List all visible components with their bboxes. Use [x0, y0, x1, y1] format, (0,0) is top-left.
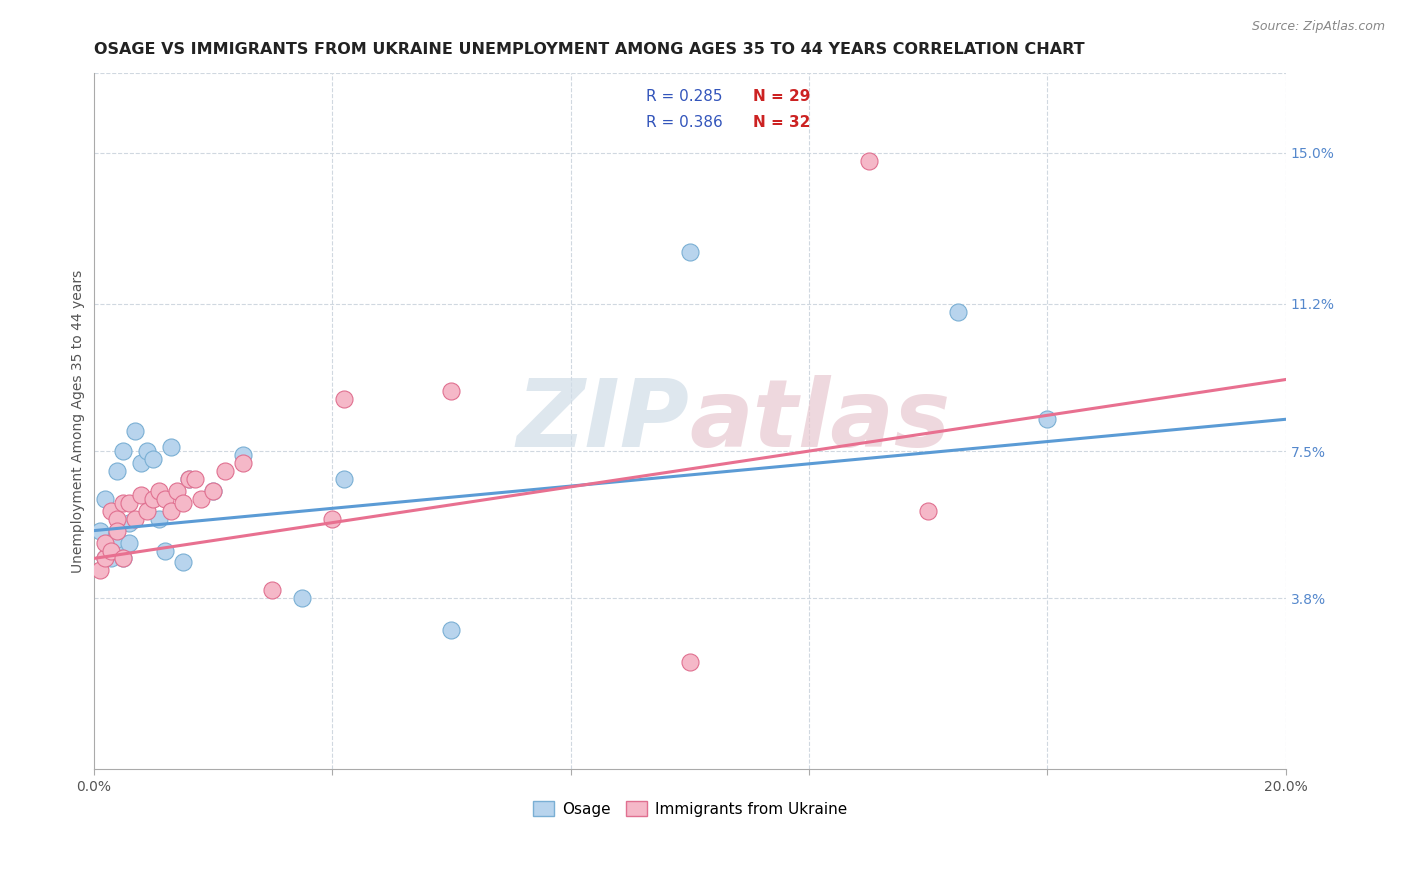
Point: [232, 456, 254, 470]
Point: [107, 532, 129, 546]
Point: [100, 551, 122, 566]
Point: [321, 512, 343, 526]
Point: [129, 488, 152, 502]
Point: [89, 524, 111, 538]
Text: N = 29: N = 29: [754, 89, 811, 104]
Point: [148, 512, 170, 526]
Point: [112, 496, 135, 510]
Legend: Osage, Immigrants from Ukraine: Osage, Immigrants from Ukraine: [524, 793, 855, 824]
Point: [94, 551, 117, 566]
Point: [118, 496, 141, 510]
Text: ZIP: ZIP: [517, 376, 690, 467]
Y-axis label: Unemployment Among Ages 35 to 44 years: Unemployment Among Ages 35 to 44 years: [72, 269, 86, 573]
Point: [232, 448, 254, 462]
Point: [160, 504, 183, 518]
Point: [153, 543, 176, 558]
Point: [142, 491, 165, 506]
Text: atlas: atlas: [690, 376, 950, 467]
Point: [100, 543, 122, 558]
Point: [333, 392, 356, 407]
Point: [917, 504, 939, 518]
Point: [94, 551, 117, 566]
Point: [201, 483, 224, 498]
Point: [129, 456, 152, 470]
Point: [124, 512, 146, 526]
Point: [124, 424, 146, 438]
Point: [136, 444, 159, 458]
Point: [166, 483, 188, 498]
Point: [94, 491, 117, 506]
Point: [107, 464, 129, 478]
Point: [858, 153, 880, 168]
Point: [172, 556, 194, 570]
Point: [136, 504, 159, 518]
Point: [100, 535, 122, 549]
Point: [118, 535, 141, 549]
Text: Source: ZipAtlas.com: Source: ZipAtlas.com: [1251, 20, 1385, 33]
Point: [112, 551, 135, 566]
Text: R = 0.285: R = 0.285: [645, 89, 723, 104]
Point: [107, 512, 129, 526]
Point: [100, 504, 122, 518]
Point: [333, 472, 356, 486]
Point: [190, 491, 212, 506]
Point: [679, 245, 702, 260]
Point: [107, 543, 129, 558]
Point: [184, 472, 207, 486]
Text: R = 0.386: R = 0.386: [645, 114, 723, 129]
Text: N = 32: N = 32: [754, 114, 811, 129]
Point: [1036, 412, 1059, 426]
Point: [262, 583, 284, 598]
Point: [118, 516, 141, 530]
Point: [291, 591, 314, 606]
Point: [148, 483, 170, 498]
Point: [153, 491, 176, 506]
Point: [946, 305, 969, 319]
Point: [679, 655, 702, 669]
Point: [112, 551, 135, 566]
Point: [172, 496, 194, 510]
Point: [142, 452, 165, 467]
Point: [89, 563, 111, 577]
Point: [440, 384, 463, 399]
Point: [107, 524, 129, 538]
Point: [94, 535, 117, 549]
Text: OSAGE VS IMMIGRANTS FROM UKRAINE UNEMPLOYMENT AMONG AGES 35 TO 44 YEARS CORRELAT: OSAGE VS IMMIGRANTS FROM UKRAINE UNEMPLO…: [94, 42, 1084, 57]
Point: [112, 444, 135, 458]
Point: [201, 483, 224, 498]
Point: [440, 623, 463, 637]
Point: [214, 464, 236, 478]
Point: [177, 472, 200, 486]
Point: [177, 472, 200, 486]
Point: [160, 440, 183, 454]
